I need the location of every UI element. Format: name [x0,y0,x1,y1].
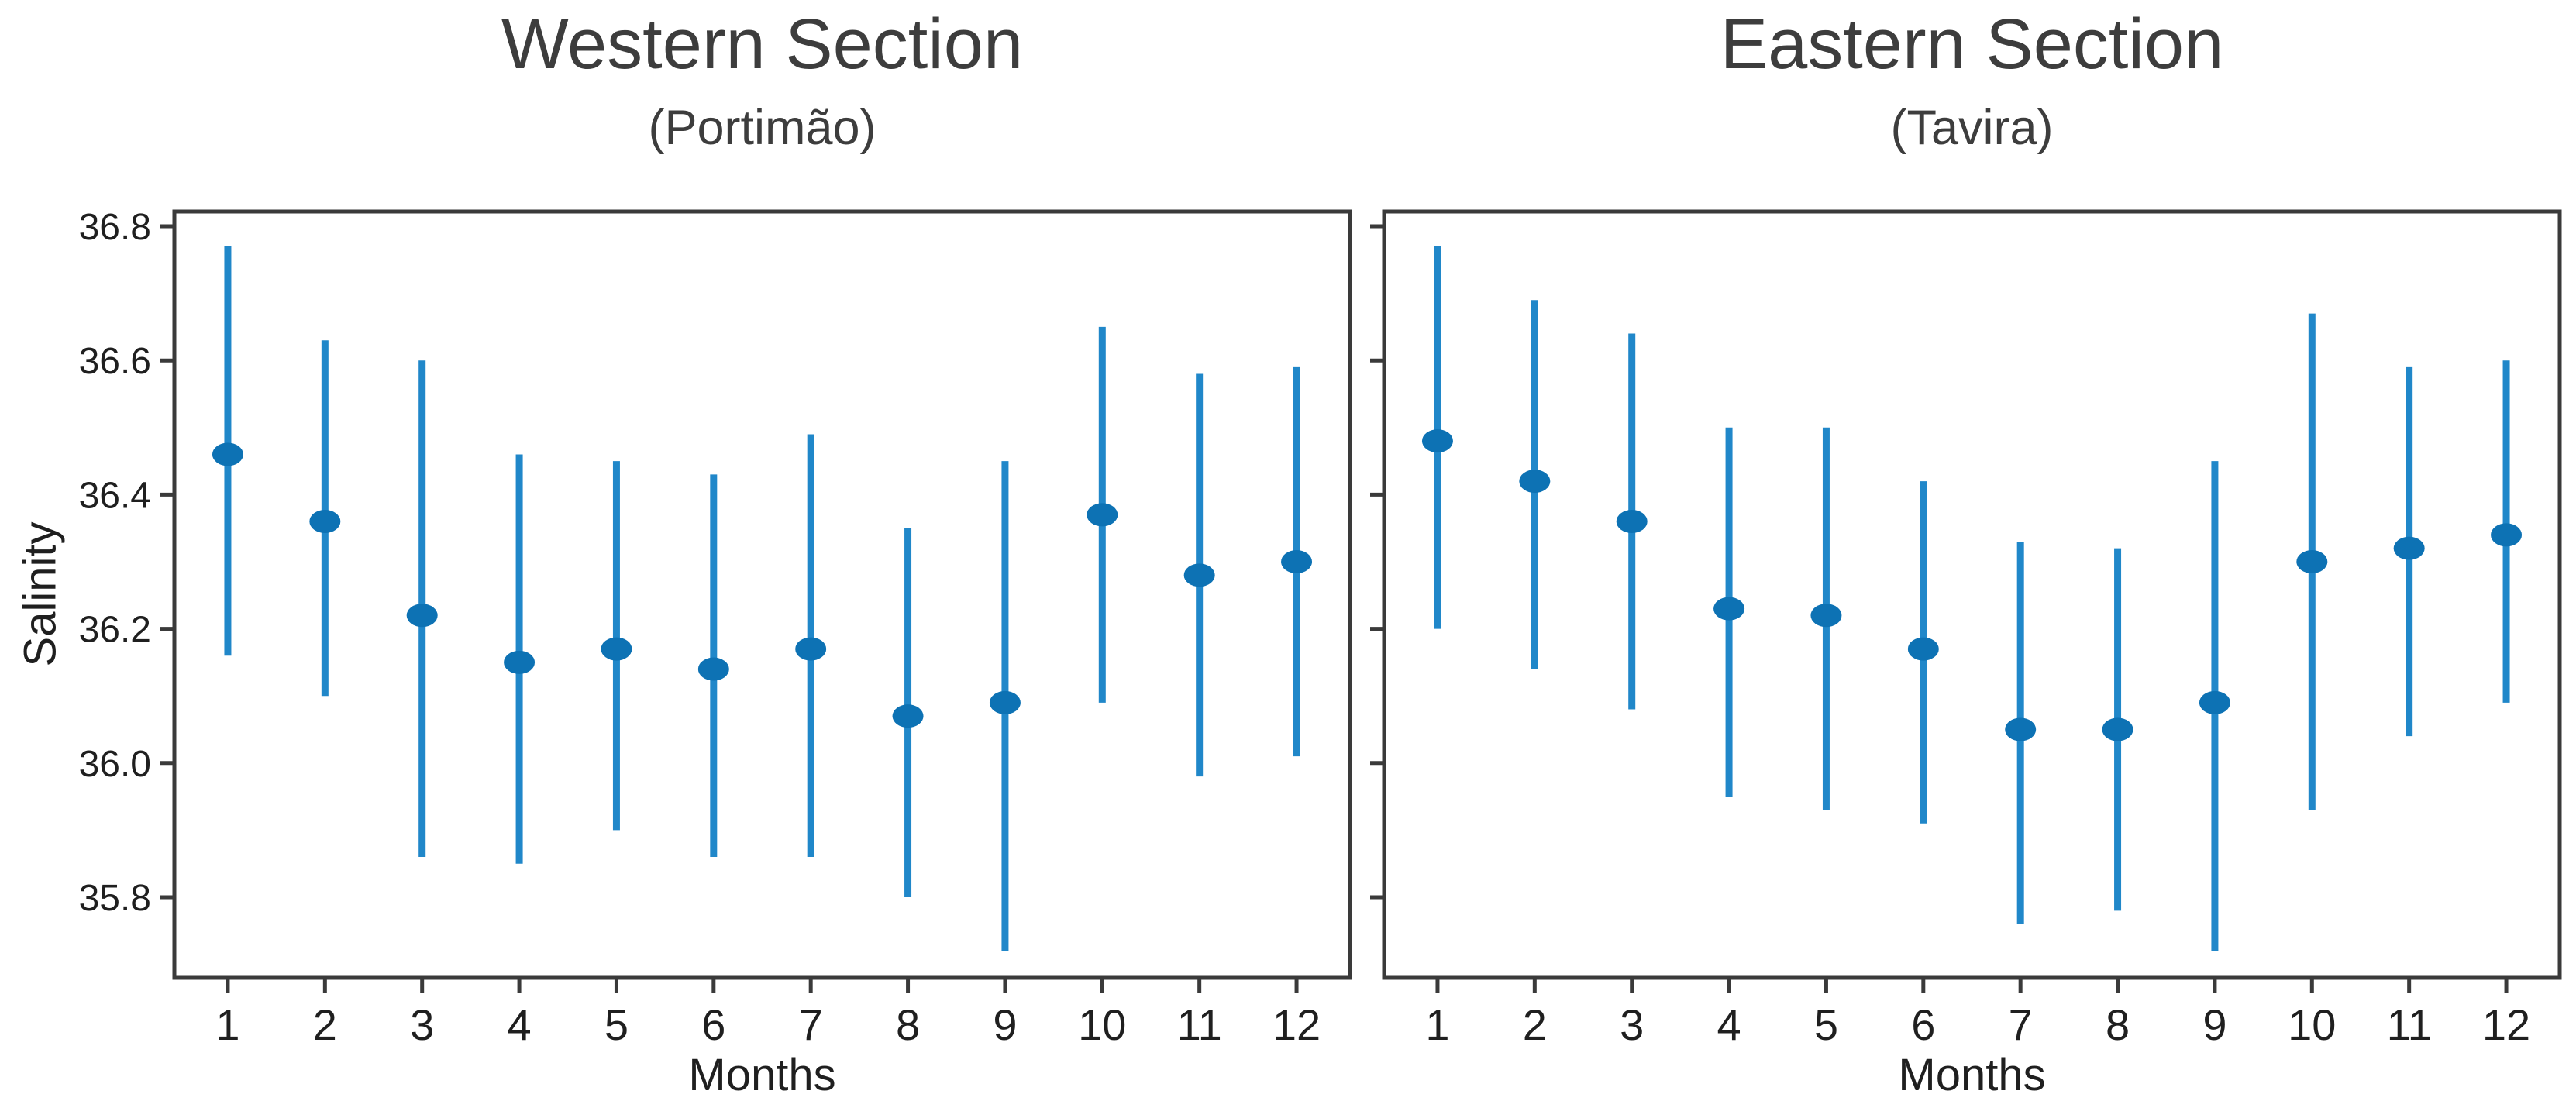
mean-marker-month-2 [1519,470,1551,494]
mean-marker-month-12 [2491,523,2523,547]
x-tick-label: 7 [799,1000,823,1049]
western-plot-subtitle: (Portimão) [648,101,876,155]
mean-marker-month-11 [2393,536,2425,560]
x-tick-label: 1 [215,1000,239,1049]
mean-marker-month-2 [309,510,341,534]
x-tick-label: 11 [1177,1000,1222,1049]
eastern-plot-subtitle: (Tavira) [1890,101,2054,155]
x-tick-label: 9 [993,1000,1017,1049]
mean-marker-month-5 [1810,604,1842,628]
x-tick-label: 3 [1620,1000,1644,1049]
mean-marker-month-10 [2296,550,2328,573]
mean-marker-month-9 [989,690,1021,714]
western-plot: 36.836.636.436.236.035.81 2 3 4 5 6 7 8 9 10 11 12 [79,207,1352,1049]
x-tick-label: 6 [701,1000,725,1049]
x-tick-label: 2 [1523,1000,1547,1049]
western-plot-title: Western Section [501,5,1024,84]
x-tick-label: 9 [2202,1000,2226,1049]
x-tick-label: 6 [1911,1000,1935,1049]
mean-marker-month-12 [1281,550,1313,573]
mean-marker-month-3 [406,604,438,628]
y-tick-label: 36.8 [79,207,151,248]
eastern-x-axis-label: Months [1898,1050,2046,1100]
mean-marker-month-10 [1087,503,1118,527]
x-tick-label: 12 [2482,1000,2530,1049]
y-tick-label: 36.0 [79,744,151,785]
x-tick-label: 1 [1425,1000,1449,1049]
mean-marker-month-11 [1183,563,1215,587]
x-tick-label: 5 [1814,1000,1838,1049]
x-tick-label: 8 [896,1000,920,1049]
mean-marker-month-3 [1616,510,1648,534]
mean-marker-month-6 [1907,637,1939,661]
mean-marker-month-7 [2005,717,2037,741]
y-tick-label: 36.2 [79,610,151,651]
eastern-axes-box [1382,209,2562,980]
x-tick-label: 12 [1273,1000,1321,1049]
x-tick-label: 4 [1717,1000,1741,1049]
mean-marker-month-9 [2199,690,2230,714]
x-tick-label: 3 [410,1000,434,1049]
x-tick-label: 4 [507,1000,531,1049]
x-tick-label: 2 [313,1000,337,1049]
eastern-plot: 1 2 3 4 5 6 7 8 9 10 11 12 [1370,209,2562,1049]
x-tick-label: 7 [2009,1000,2033,1049]
mean-marker-month-1 [212,442,243,466]
x-tick-label: 10 [1078,1000,1126,1049]
mean-marker-month-4 [1713,597,1745,621]
mean-marker-month-1 [1421,429,1453,453]
mean-marker-month-8 [2102,717,2133,741]
x-tick-label: 10 [2288,1000,2336,1049]
y-tick-label: 36.6 [79,341,151,382]
western-x-axis-label: Months [688,1050,836,1100]
mean-marker-month-4 [504,650,536,674]
eastern-plot-title: Eastern Section [1720,5,2224,84]
x-tick-label: 11 [2387,1000,2432,1049]
mean-marker-month-6 [697,657,729,681]
x-tick-label: 5 [604,1000,629,1049]
y-tick-label: 35.8 [79,878,151,919]
mean-marker-month-7 [795,637,827,661]
mean-marker-month-8 [892,704,924,728]
western-axes-box [172,209,1352,980]
mean-marker-month-5 [601,637,632,661]
y-tick-label: 36.4 [79,475,151,516]
x-tick-label: 8 [2106,1000,2130,1049]
